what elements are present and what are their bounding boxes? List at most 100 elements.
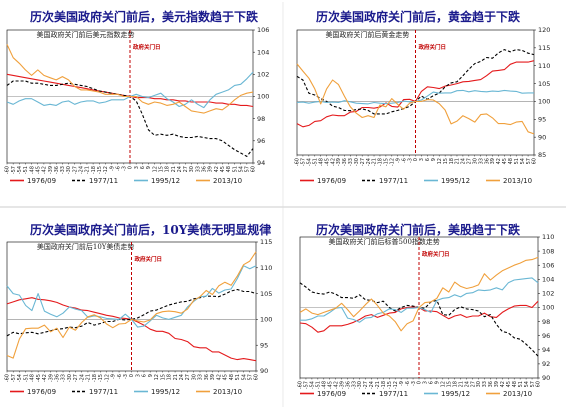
y-tick-label: 94 <box>542 346 550 354</box>
x-tick-label: 42 <box>500 381 506 387</box>
x-tick-label: 18 <box>449 158 455 164</box>
shutdown-day-label: 政府关门日 <box>422 250 450 258</box>
x-tick-label: 51 <box>235 374 241 380</box>
x-tick-label: -12 <box>393 381 399 389</box>
y-tick-label: 102 <box>542 290 554 298</box>
x-tick-label: -60 <box>298 381 304 389</box>
x-tick-label: -9 <box>395 158 401 163</box>
x-tick-label: -12 <box>104 374 110 382</box>
y-tick-label: 90 <box>538 133 546 141</box>
x-tick-label: -60 <box>295 158 301 166</box>
x-tick-label: -54 <box>310 381 316 389</box>
x-tick-label: -6 <box>117 374 123 379</box>
x-tick-label: 12 <box>437 158 443 164</box>
x-tick-label: -48 <box>318 158 324 166</box>
x-tick-label: 6 <box>425 158 431 161</box>
x-tick-label: 54 <box>524 381 530 387</box>
y-tick-label: 100 <box>538 98 550 106</box>
x-tick-label: -57 <box>304 381 310 389</box>
x-tick-label: -33 <box>61 374 67 382</box>
chart-title: 历次美国政府关门前后，美元指数趋于下跌 <box>30 9 259 24</box>
x-tick-label: 54 <box>520 158 526 164</box>
chart-title: 历次美国政府关门前后，10Y美债无明显规律 <box>30 222 271 237</box>
x-tick-label: 54 <box>238 166 244 172</box>
x-tick-label: -54 <box>17 166 23 174</box>
y-tick-label: 95 <box>538 115 546 123</box>
x-tick-label: -21 <box>85 166 91 174</box>
x-tick-label: 51 <box>514 158 520 164</box>
x-tick-label: 21 <box>171 166 177 172</box>
x-tick-label: -39 <box>339 381 345 389</box>
x-tick-label: -57 <box>11 374 17 382</box>
x-tick-label: -3 <box>123 374 129 379</box>
x-tick-label: -9 <box>109 166 115 171</box>
legend-label: 1976/09 <box>27 388 56 396</box>
x-tick-label: -18 <box>91 166 97 174</box>
series-line-2013-10 <box>296 63 535 135</box>
legend-label: 1995/12 <box>441 390 470 398</box>
x-tick-label: 21 <box>173 374 179 380</box>
x-tick-label: 6 <box>140 166 146 169</box>
x-tick-label: 51 <box>518 381 524 387</box>
x-tick-label: -42 <box>330 158 336 166</box>
x-tick-label: 42 <box>214 166 220 172</box>
chart-title: 历次美国政府关门前后，美股趋于下跌 <box>316 222 521 237</box>
x-tick-label: 6 <box>142 374 148 377</box>
x-tick-label: 39 <box>494 381 500 387</box>
x-tick-label: 57 <box>526 158 532 164</box>
x-tick-label: 24 <box>464 381 470 387</box>
x-tick-label: 30 <box>191 374 197 380</box>
y-tick-label: 98 <box>257 115 265 123</box>
x-tick-label: 45 <box>502 158 508 164</box>
x-tick-label: 33 <box>198 374 204 380</box>
legend-label: 2013/10 <box>503 177 532 185</box>
x-tick-label: -27 <box>360 158 366 166</box>
x-tick-label: 36 <box>202 166 208 172</box>
x-tick-label: -45 <box>36 374 42 382</box>
legend-label: 1977/11 <box>379 177 408 185</box>
x-tick-label: -15 <box>387 381 393 389</box>
x-tick-label: 15 <box>158 166 164 172</box>
y-tick-label: 100 <box>542 304 554 312</box>
x-tick-label: -12 <box>390 158 396 166</box>
x-tick-label: 18 <box>452 381 458 387</box>
x-tick-label: -42 <box>42 166 48 174</box>
x-tick-label: 12 <box>152 166 158 172</box>
x-tick-label: 45 <box>506 381 512 387</box>
x-tick-label: 60 <box>532 158 538 164</box>
x-tick-label: 42 <box>496 158 502 164</box>
x-tick-label: 9 <box>148 374 154 377</box>
x-tick-label: 3 <box>419 158 425 161</box>
x-tick-label: 24 <box>461 158 467 164</box>
series-line-1977-11 <box>6 288 257 337</box>
x-tick-label: -15 <box>98 374 104 382</box>
x-tick-label: 48 <box>512 381 518 387</box>
x-tick-label: -6 <box>115 166 121 171</box>
x-tick-label: 9 <box>435 381 441 384</box>
legend-label: 1995/12 <box>151 177 180 185</box>
x-tick-label: -48 <box>30 374 36 382</box>
y-tick-label: 105 <box>260 290 272 298</box>
y-tick-label: 104 <box>257 48 269 56</box>
legend-label: 1977/11 <box>89 177 118 185</box>
y-tick-label: 115 <box>260 238 272 246</box>
chart-subtitle: 美国政府关门前后美元指数走势 <box>37 30 135 39</box>
legend-label: 1995/12 <box>151 388 180 396</box>
x-tick-label: 27 <box>183 166 189 172</box>
x-tick-label: 15 <box>443 158 449 164</box>
x-tick-label: 60 <box>251 166 257 172</box>
x-tick-label: -33 <box>351 381 357 389</box>
x-tick-label: -54 <box>307 158 313 166</box>
x-tick-label: 36 <box>484 158 490 164</box>
y-tick-label: 120 <box>538 26 550 34</box>
x-tick-label: -42 <box>333 381 339 389</box>
x-tick-label: 27 <box>467 158 473 164</box>
x-tick-label: 18 <box>165 166 171 172</box>
y-tick-label: 104 <box>542 276 554 284</box>
x-tick-label: 27 <box>470 381 476 387</box>
x-tick-label: -51 <box>23 374 29 382</box>
legend-label: 1976/09 <box>317 177 346 185</box>
y-tick-label: 96 <box>257 137 265 145</box>
series-line-2013-10 <box>6 251 257 359</box>
